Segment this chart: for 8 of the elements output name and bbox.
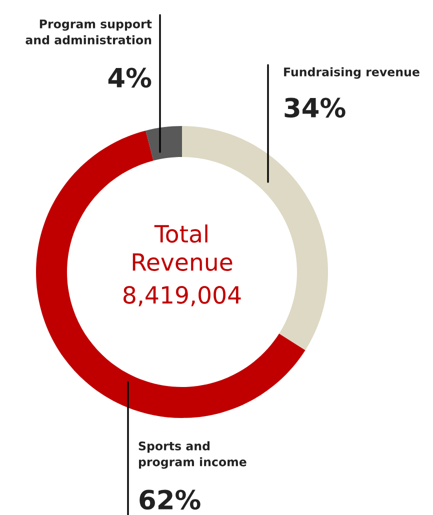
slice-label: Sports and program income <box>138 441 246 469</box>
text: 8,419,004 <box>124 286 241 306</box>
slice-label: Program support and administration <box>26 20 152 44</box>
slice-label: Fundraising revenue <box>284 67 420 79</box>
data-label: 34% <box>284 98 346 118</box>
data-label: 62% <box>140 490 200 510</box>
data-label: 4% <box>108 68 152 88</box>
text: Total Revenue <box>132 224 232 271</box>
